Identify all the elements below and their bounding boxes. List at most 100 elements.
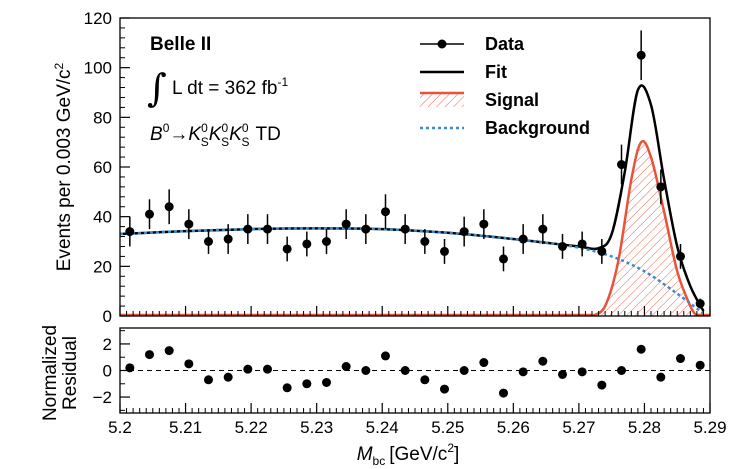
main-y-tick-label: 80 xyxy=(93,108,112,127)
residual-point xyxy=(538,356,548,366)
x-tick-label: 5.22 xyxy=(235,418,268,437)
data-point xyxy=(184,219,194,229)
residual-y-tick-label: 0 xyxy=(103,362,112,381)
residual-point xyxy=(518,367,528,377)
x-tick-label: 5.26 xyxy=(497,418,530,437)
residual-point xyxy=(617,366,626,375)
svg-text:Data: Data xyxy=(485,34,525,54)
data-point xyxy=(381,207,390,217)
x-tick-label: 5.2 xyxy=(108,418,132,437)
signal-fill xyxy=(592,141,697,316)
main-y-tick-label: 60 xyxy=(93,158,112,177)
residual-point xyxy=(341,362,351,372)
residual-point xyxy=(676,354,685,364)
main-y-tick-label: 0 xyxy=(103,307,112,326)
data-point xyxy=(459,227,469,237)
x-tick-label: 5.23 xyxy=(300,418,333,437)
x-tick-label: 5.27 xyxy=(562,418,595,437)
data-point xyxy=(440,246,449,256)
data-point xyxy=(164,202,174,212)
data-point xyxy=(361,224,371,234)
x-tick-label: 5.21 xyxy=(169,418,202,437)
data-point xyxy=(223,234,233,244)
main-y-tick-label: 40 xyxy=(93,208,112,227)
main-y-tick-label: 20 xyxy=(93,257,112,276)
data-point xyxy=(400,224,410,234)
data-point xyxy=(322,237,331,246)
data-point xyxy=(636,50,646,60)
legend-entry-signal: Signal xyxy=(420,90,539,110)
legend: Data Fit Signal Background xyxy=(420,34,590,138)
data-point xyxy=(479,219,489,229)
luminosity-label: L dt = 362 fb-1 xyxy=(172,75,288,99)
data-point xyxy=(617,160,626,170)
data-point xyxy=(204,237,213,246)
data-point xyxy=(518,234,528,244)
data-point xyxy=(263,224,272,234)
decay-mode-label: B0→K0 SK0 SK0 S TD xyxy=(150,121,281,149)
residual-y-axis-label-line2: Residual xyxy=(60,336,81,410)
main-y-tick-label: 100 xyxy=(84,59,112,78)
data-point xyxy=(499,254,508,264)
residual-point xyxy=(479,358,489,368)
residual-point xyxy=(184,359,194,369)
background-curve xyxy=(120,227,705,315)
residual-point xyxy=(302,379,312,389)
residual-point xyxy=(420,375,430,385)
main-y-tick-label: 120 xyxy=(84,9,112,28)
residual-point xyxy=(145,350,154,360)
data-point xyxy=(656,182,666,192)
residual-point xyxy=(322,377,331,387)
data-point xyxy=(243,224,253,234)
data-point xyxy=(145,209,154,219)
residual-panel: −2 0 2 5.2 5.21 5.22 5.23 5.24 5.25 5.26 5.27 5.28… xyxy=(40,325,727,468)
residual-point xyxy=(695,360,705,370)
x-tick-label: 5.24 xyxy=(366,418,399,437)
data-point xyxy=(125,227,135,237)
data-point xyxy=(676,251,685,261)
data-point xyxy=(695,299,705,309)
integral-symbol: ∫ xyxy=(147,66,167,110)
residual-point xyxy=(577,367,587,377)
residual-point xyxy=(243,364,253,374)
legend-entry-fit: Fit xyxy=(420,62,507,82)
residual-point xyxy=(499,388,508,398)
residual-point xyxy=(164,346,174,356)
data-point xyxy=(282,244,292,254)
residual-point xyxy=(440,384,449,394)
x-axis-label: Mbc [GeV/c2] xyxy=(357,441,460,468)
residual-point xyxy=(558,369,567,379)
residual-point xyxy=(263,364,272,374)
residual-y-axis-label-line1: Normalized xyxy=(40,325,61,421)
main-y-axis-label: Events per 0.003 GeV/c2 xyxy=(52,62,75,271)
residual-point xyxy=(282,383,292,393)
residual-point xyxy=(400,366,410,375)
legend-entry-background: Background xyxy=(420,118,590,138)
residual-point xyxy=(381,351,390,361)
legend-entry-data: Data xyxy=(420,34,525,54)
data-point xyxy=(341,219,351,229)
x-tick-label: 5.29 xyxy=(693,418,726,437)
x-tick-label: 5.28 xyxy=(628,418,661,437)
residual-point xyxy=(597,380,607,390)
residual-point xyxy=(361,366,371,375)
residual-point xyxy=(656,372,666,382)
residual-y-tick-label: −2 xyxy=(93,388,112,407)
data-point xyxy=(538,224,548,234)
data-point xyxy=(420,237,430,246)
data-point xyxy=(558,241,567,251)
data-point xyxy=(577,239,587,249)
data-point xyxy=(302,239,312,249)
residual-point xyxy=(459,366,469,375)
residual-point xyxy=(204,375,213,385)
svg-text:Signal: Signal xyxy=(485,90,539,110)
data-point xyxy=(597,246,607,256)
svg-text:Fit: Fit xyxy=(485,62,507,82)
svg-text:Background: Background xyxy=(485,118,590,138)
residual-point xyxy=(223,372,233,382)
residual-y-tick-label: 2 xyxy=(103,335,112,354)
experiment-label: Belle II xyxy=(150,34,211,55)
residual-point xyxy=(636,344,646,354)
